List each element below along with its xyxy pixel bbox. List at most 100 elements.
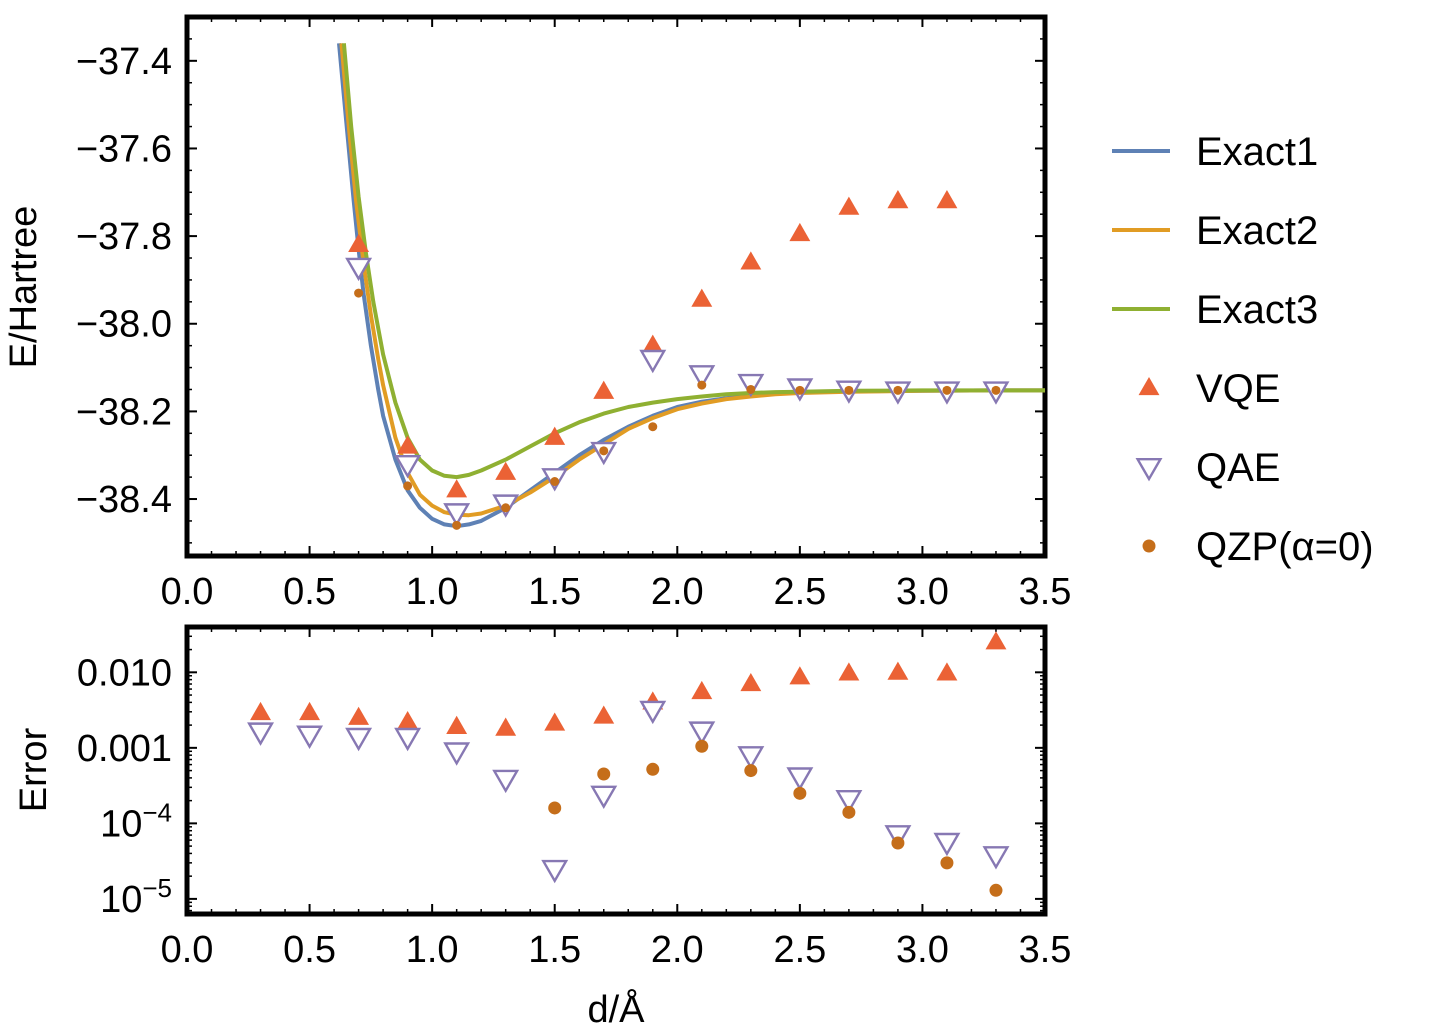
error-y-axis-label: Error bbox=[13, 727, 55, 812]
error-y-tick-label: 10−5 bbox=[100, 873, 172, 921]
error-x-tick-label: 0.5 bbox=[283, 929, 336, 971]
legend-swatch-vqe bbox=[1138, 377, 1160, 396]
qzp-0-error-point bbox=[597, 767, 611, 781]
qae-error-point bbox=[296, 725, 324, 749]
qae-error-point bbox=[345, 727, 373, 752]
vqe-error-point bbox=[250, 701, 271, 721]
energy-y-tick-label: −38.0 bbox=[76, 304, 172, 346]
vqe-energy-point bbox=[740, 251, 762, 270]
qzp-0-energy-point bbox=[501, 503, 511, 513]
qzp-0-energy-point bbox=[942, 385, 952, 395]
qae-error-point bbox=[394, 727, 422, 752]
vqe-error-point bbox=[348, 706, 370, 725]
energy-x-tick-label: 3.0 bbox=[896, 571, 949, 613]
qae-error-point bbox=[737, 746, 765, 770]
energy-x-tick-label: 1.5 bbox=[528, 571, 581, 613]
qae-error-point bbox=[639, 700, 667, 725]
energy-x-tick-label: 0.0 bbox=[161, 571, 214, 613]
vqe-error-point bbox=[544, 712, 566, 731]
legend-swatch-qae bbox=[1135, 458, 1163, 482]
legend: Exact1 Exact2 Exact3 VQE QAE QZP(α=0) bbox=[1112, 130, 1374, 569]
qzp-0-energy-point bbox=[550, 477, 560, 487]
error-panel: 0.0 0.5 1.0 1.5 2.0 2.5 3.0 3.5 0.010 0.001 10−4 10… bbox=[13, 624, 1072, 1029]
vqe-error-point bbox=[691, 680, 713, 700]
qae-error-point bbox=[541, 859, 569, 884]
error-x-tick-label: 2.0 bbox=[651, 929, 704, 971]
vqe-error-point bbox=[789, 666, 811, 685]
vqe-energy-point bbox=[544, 426, 566, 445]
legend-item-exact2: Exact2 bbox=[1112, 209, 1318, 253]
legend-item-exact3: Exact3 bbox=[1112, 288, 1318, 332]
qzp-0-error-point bbox=[842, 805, 856, 819]
qae-energy-point bbox=[443, 503, 471, 527]
energy-y-tick-label: −38.2 bbox=[76, 391, 172, 433]
vqe-error-point bbox=[887, 661, 909, 680]
vqe-error-point bbox=[740, 673, 762, 692]
vqe-error-point bbox=[299, 701, 321, 721]
legend-label-exact1: Exact1 bbox=[1196, 130, 1318, 174]
vqe-error-point bbox=[593, 705, 615, 724]
qzp-0-energy-point bbox=[697, 380, 707, 390]
energy-x-tick-label: 3.5 bbox=[1019, 571, 1072, 613]
error-x-axis-label: d/Å bbox=[587, 987, 645, 1029]
energy-x-tick-label: 0.5 bbox=[283, 571, 336, 613]
qzp-0-error-point bbox=[744, 764, 758, 778]
legend-label-exact2: Exact2 bbox=[1196, 209, 1318, 253]
error-y-tick-label: 10−4 bbox=[100, 797, 172, 845]
qzp-0-energy-point bbox=[599, 446, 609, 456]
energy-x-tick-label: 2.0 bbox=[651, 571, 704, 613]
error-x-tick-label: 2.5 bbox=[773, 929, 826, 971]
exact1-curve bbox=[337, 43, 1045, 529]
qae-energy-point bbox=[639, 349, 667, 374]
vqe-energy-point bbox=[495, 461, 517, 480]
vqe-error-point bbox=[936, 662, 958, 681]
qzp-0-error-point bbox=[646, 762, 660, 776]
vqe-energy-point bbox=[789, 222, 811, 242]
vqe-energy-point bbox=[887, 190, 909, 209]
energy-series bbox=[337, 43, 1045, 530]
error-series bbox=[247, 631, 1010, 897]
qzp-0-energy-point bbox=[893, 385, 903, 395]
qae-error-point bbox=[492, 769, 520, 794]
exact3-curve bbox=[341, 43, 1045, 480]
qae-error-point bbox=[982, 846, 1010, 870]
qae-error-point bbox=[835, 790, 863, 814]
qae-error-point bbox=[688, 721, 716, 745]
qae-error-point bbox=[884, 825, 912, 849]
qzp-0-energy-point bbox=[991, 385, 1001, 395]
vqe-energy-point bbox=[593, 380, 615, 399]
vqe-energy-point bbox=[348, 233, 370, 253]
error-x-tick-label: 0.0 bbox=[161, 929, 214, 971]
qzp-0-energy-point bbox=[746, 384, 756, 394]
qzp-0-energy-point bbox=[844, 385, 854, 395]
energy-panel: 0.0 0.5 1.0 1.5 2.0 2.5 3.0 3.5 −37.4 −37.6 −37.8 −… bbox=[3, 14, 1072, 613]
qae-error-point bbox=[933, 832, 961, 857]
vqe-energy-point bbox=[936, 190, 958, 209]
vqe-error-point bbox=[397, 710, 419, 730]
legend-item-exact1: Exact1 bbox=[1112, 130, 1318, 174]
qae-energy-point bbox=[394, 454, 422, 479]
energy-y-tick-label: −37.6 bbox=[76, 128, 172, 170]
vqe-error-point bbox=[985, 631, 1007, 650]
vqe-energy-point bbox=[397, 435, 419, 454]
error-plot-frame bbox=[184, 624, 1048, 917]
exact2-curve bbox=[339, 43, 1045, 518]
energy-y-tick-label: −37.4 bbox=[76, 41, 172, 83]
vqe-error-point bbox=[838, 662, 860, 681]
error-axis-ticks: 0.0 0.5 1.0 1.5 2.0 2.5 3.0 3.5 0.010 0.001 10−4 10… bbox=[77, 627, 1072, 971]
qae-error-point bbox=[247, 722, 275, 746]
qae-energy-point bbox=[345, 257, 373, 282]
error-x-tick-label: 3.0 bbox=[896, 929, 949, 971]
energy-y-tick-label: −38.4 bbox=[76, 479, 172, 521]
energy-plot-frame bbox=[184, 14, 1048, 559]
energy-axis-ticks: 0.0 0.5 1.0 1.5 2.0 2.5 3.0 3.5 −37.4 −37.6 −37.8 −… bbox=[76, 17, 1072, 613]
vqe-energy-point bbox=[446, 479, 468, 498]
qzp-0-energy-point bbox=[452, 520, 462, 530]
qzp-0-error-point bbox=[891, 836, 905, 850]
error-x-tick-label: 3.5 bbox=[1019, 929, 1072, 971]
error-y-tick-label: 0.010 bbox=[77, 652, 172, 694]
error-x-tick-label: 1.5 bbox=[528, 929, 581, 971]
vqe-energy-point bbox=[838, 196, 860, 215]
qzp-0-energy-point bbox=[795, 385, 805, 395]
